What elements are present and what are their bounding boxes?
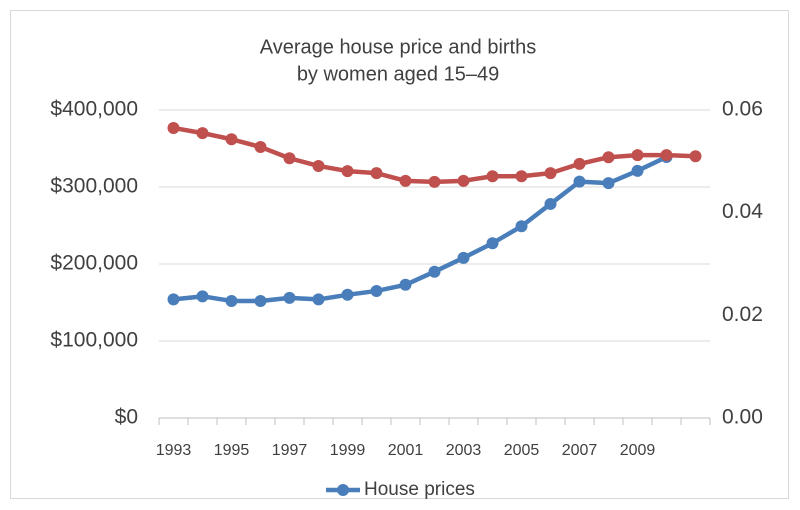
series-marker	[573, 157, 586, 170]
series-marker	[283, 291, 296, 304]
y-tick-label: $400,000	[50, 98, 138, 121]
series-marker	[515, 220, 528, 233]
chart-title: Average house price and births	[260, 36, 536, 58]
series-marker	[167, 121, 180, 134]
x-tick-label: 2007	[562, 442, 598, 459]
x-tick-label: 2009	[620, 442, 656, 459]
series-marker	[196, 290, 209, 303]
x-tick-label: 1997	[272, 442, 308, 459]
y-tick-label: $300,000	[50, 175, 138, 198]
series-marker	[370, 284, 383, 297]
series-marker	[428, 175, 441, 188]
series-marker	[167, 293, 180, 306]
series-marker	[457, 174, 470, 187]
series-marker	[370, 167, 383, 180]
y-tick-label: $100,000	[50, 329, 138, 352]
series-marker	[283, 152, 296, 165]
series-marker	[428, 265, 441, 278]
series-marker	[399, 278, 412, 291]
series-marker	[254, 294, 267, 307]
series-marker	[486, 170, 499, 183]
series-marker	[631, 149, 644, 162]
y2-tick-label: 0.02	[722, 303, 763, 326]
y2-tick-label: 0.04	[722, 200, 763, 223]
x-tick-label: 2003	[446, 442, 482, 459]
x-tick-label: 2005	[504, 442, 540, 459]
series-marker	[544, 197, 557, 210]
y2-tick-label: 0.00	[722, 406, 763, 429]
x-tick-label: 1993	[156, 442, 192, 459]
series-marker	[399, 174, 412, 187]
x-tick-label: 1995	[214, 442, 250, 459]
series-marker	[341, 288, 354, 301]
series-marker	[457, 251, 470, 264]
series-marker	[254, 140, 267, 153]
series-marker	[660, 149, 673, 162]
series-marker	[486, 237, 499, 250]
y-tick-label: $0	[115, 406, 138, 429]
series-marker	[196, 127, 209, 140]
series-marker	[225, 294, 238, 307]
series-marker	[573, 175, 586, 188]
series-marker	[602, 151, 615, 164]
series-marker	[225, 133, 238, 146]
series-marker	[544, 167, 557, 180]
y-tick-label: $200,000	[50, 252, 138, 275]
y2-tick-label: 0.06	[722, 98, 763, 121]
series-marker	[341, 165, 354, 178]
series-marker	[689, 150, 702, 163]
x-tick-label: 2001	[388, 442, 424, 459]
chart-frame	[10, 10, 789, 499]
series-marker	[312, 293, 325, 306]
x-tick-label: 1999	[330, 442, 366, 459]
legend-marker	[337, 484, 349, 496]
series-marker	[631, 164, 644, 177]
series-marker	[312, 159, 325, 172]
chart-title: by women aged 15–49	[297, 63, 499, 85]
series-marker	[515, 170, 528, 183]
series-marker	[602, 177, 615, 190]
legend-label: House prices	[364, 479, 475, 500]
